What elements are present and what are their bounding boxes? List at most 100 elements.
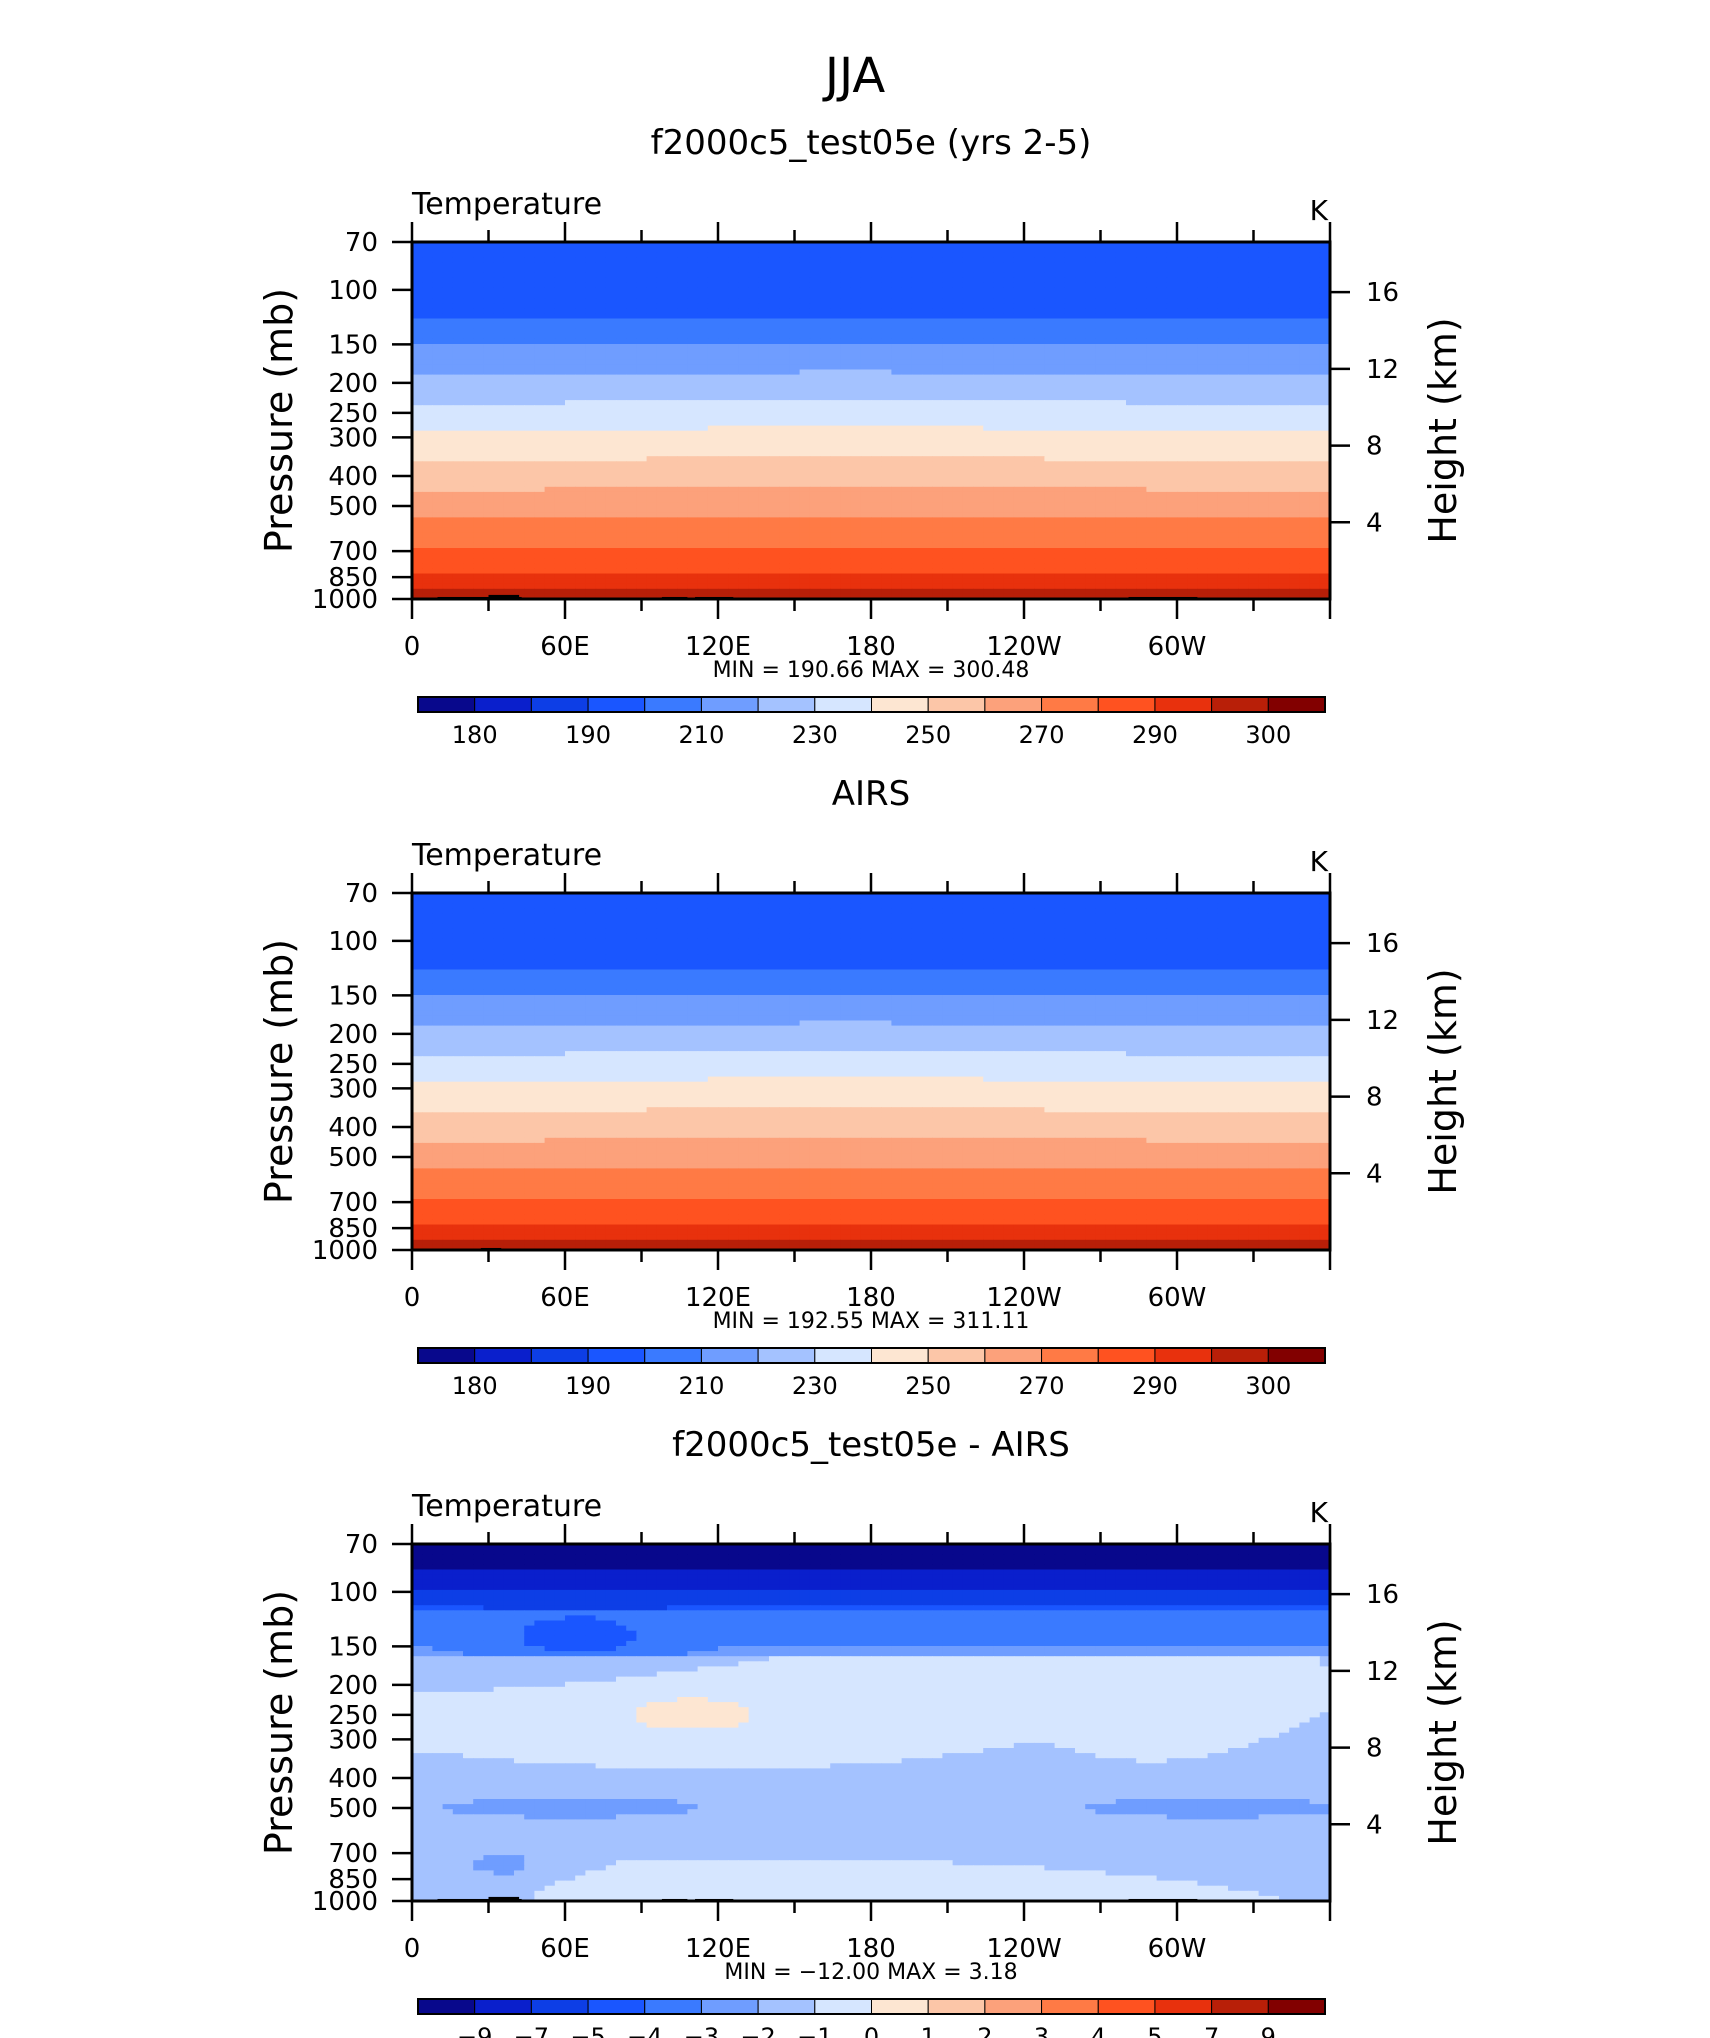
contour-cell [677,267,688,274]
contour-cell [636,466,648,473]
contour-cell [1054,486,1066,493]
contour-cell [1054,277,1066,284]
contour-cell [983,466,994,473]
contour-cell [881,512,892,518]
contour-cell [483,364,495,371]
contour-cell [503,486,515,493]
contour-cell [565,333,576,340]
contour-cell [738,486,750,493]
contour-cell [932,379,943,386]
contour-cell [1279,405,1290,411]
contour-cell [1013,481,1025,488]
contour-cell [1105,247,1117,253]
contour-cell [1268,323,1280,330]
contour-cell [493,318,505,325]
contour-cell [656,517,668,524]
contour-cell [1085,476,1096,483]
contour-cell [412,272,423,279]
contour-cell [789,517,801,524]
contour-cell [514,507,525,513]
contour-cell [871,298,882,304]
contour-cell [993,293,1005,299]
contour-cell [738,466,750,473]
contour-cell [616,359,627,365]
contour-cell [911,267,923,274]
contour-cell [1054,384,1066,391]
contour-cell [1207,466,1219,473]
contour-cell [860,359,872,365]
contour-cell [442,272,454,279]
contour-cell [850,293,862,299]
contour-cell [493,308,505,314]
contour-cell [728,287,739,294]
contour-cell [1207,389,1219,396]
contour-cell [483,507,495,513]
contour-cell [911,364,923,371]
contour-cell [514,242,525,248]
contour-cell [432,415,444,422]
contour-cell [1146,282,1158,289]
contour-cell [493,389,505,396]
contour-cell [687,359,699,365]
contour-cell [1115,395,1127,401]
contour-cell [860,502,872,508]
contour-cell [983,512,994,518]
contour-cell [942,293,954,299]
contour-cell [473,293,484,299]
contour-cell [534,354,546,360]
contour-cell [942,328,954,335]
contour-cell [993,446,1005,452]
contour-cell [1197,425,1209,432]
contour-cell [503,333,515,340]
contour-cell [891,313,903,320]
contour-cell [656,272,668,279]
contour-cell [1054,349,1066,355]
contour-cell [1064,405,1076,411]
contour-cell [1309,451,1321,457]
contour-cell [1095,262,1107,269]
contour-cell [901,395,913,401]
contour-cell [1258,359,1270,365]
contour-cell [1258,410,1270,416]
contour-cell [1064,282,1076,289]
contour-cell [922,400,933,406]
contour-cell [1034,435,1045,442]
contour-cell [636,405,648,411]
contour-cell [809,471,821,478]
contour-cell [1299,481,1311,488]
contour-cell [605,277,617,284]
contour-cell [881,481,892,488]
contour-cell [473,405,484,411]
contour-cell [646,293,658,299]
contour-cell [738,308,750,314]
contour-cell [1289,349,1300,355]
contour-cell [1054,338,1066,345]
contour-cell [1136,298,1147,304]
contour-cell [432,486,444,493]
contour-cell [442,400,454,406]
contour-cell [565,435,576,442]
contour-cell [656,415,668,422]
contour-cell [1146,272,1158,279]
contour-cell [1024,497,1035,503]
contour-cell [442,287,454,294]
contour-cell [514,318,525,325]
contour-cell [1064,318,1076,325]
contour-cell [830,257,841,263]
contour-cell [718,344,729,350]
contour-cell [809,272,821,279]
contour-cell [1146,410,1158,416]
contour-cell [758,415,770,422]
contour-cell [585,522,597,529]
contour-cell [1197,420,1209,427]
contour-cell [1115,323,1127,330]
contour-cell [993,476,1005,483]
contour-cell [1095,267,1107,274]
contour-cell [656,430,668,437]
contour-cell [973,512,984,518]
contour-cell [544,430,556,437]
contour-cell [789,272,801,279]
contour-cell [616,318,627,325]
contour-cell [1075,349,1086,355]
contour-cell [646,456,658,462]
